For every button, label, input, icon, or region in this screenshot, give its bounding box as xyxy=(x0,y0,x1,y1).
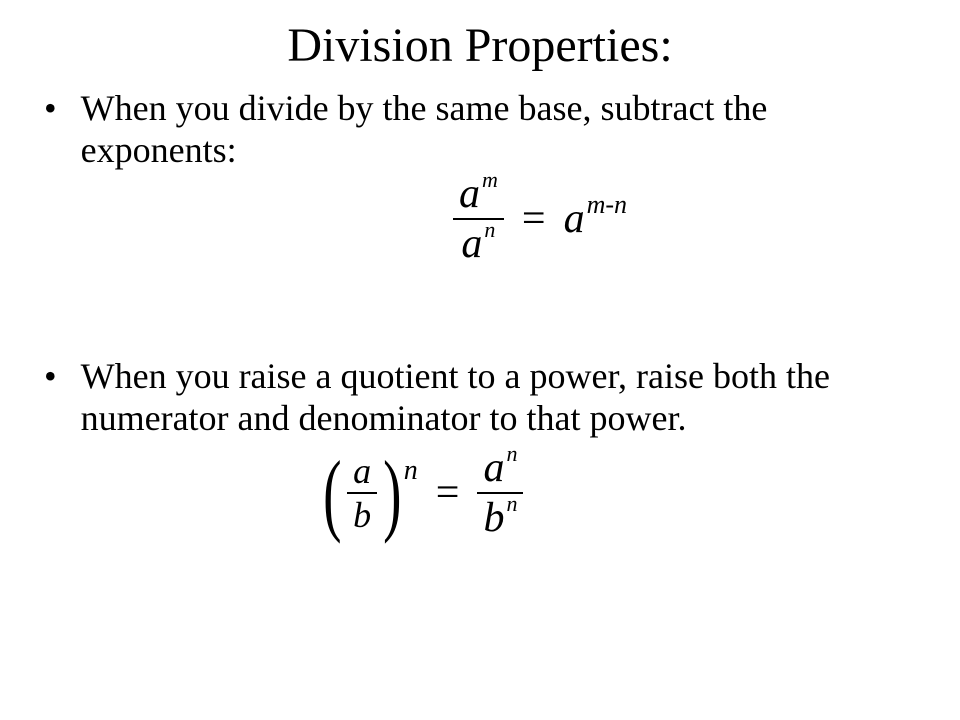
lhs-num: a xyxy=(353,451,371,491)
fraction-bar xyxy=(453,218,504,220)
bullet-2-text: When you raise a quotient to a power, ra… xyxy=(81,355,920,439)
den-base: a xyxy=(461,223,482,265)
bullet-marker-icon: • xyxy=(44,355,57,397)
rhs-term: a m-n xyxy=(564,198,627,240)
rhs-num-base: a xyxy=(483,447,504,489)
left-paren-icon: ( xyxy=(323,454,341,532)
den-exp: n xyxy=(484,219,495,241)
lhs-paren-group: ( a b ) n xyxy=(317,453,418,533)
formula-power-of-quotient: ( a b ) n = a n b n xyxy=(0,447,920,539)
lhs-den: b xyxy=(353,495,371,535)
bullet-1-text: When you divide by the same base, subtra… xyxy=(81,87,920,171)
num-exp: m xyxy=(482,169,498,191)
right-paren-icon: ) xyxy=(383,454,401,532)
rhs-exp: m-n xyxy=(587,192,627,218)
rhs-den-exp: n xyxy=(506,493,517,515)
rhs-num-exp: n xyxy=(506,443,517,465)
bullet-1: • When you divide by the same base, subt… xyxy=(40,87,920,171)
rhs-base: a xyxy=(564,198,585,240)
slide-title: Division Properties: xyxy=(40,18,920,73)
fraction-lhs: a m a n xyxy=(453,173,504,265)
fraction-bar xyxy=(347,492,377,494)
rhs-fraction: a n b n xyxy=(477,447,523,539)
num-base: a xyxy=(459,173,480,215)
equals-sign: = xyxy=(436,469,460,517)
bullet-2: • When you raise a quotient to a power, … xyxy=(40,355,920,439)
formula-quotient-rule: a m a n = a m-n xyxy=(160,173,920,265)
rhs-den-base: b xyxy=(483,497,504,539)
bullet-marker-icon: • xyxy=(44,87,57,129)
lhs-fraction: a b xyxy=(347,453,377,533)
lhs-outer-exp: n xyxy=(404,455,418,487)
equals-sign: = xyxy=(522,195,546,243)
